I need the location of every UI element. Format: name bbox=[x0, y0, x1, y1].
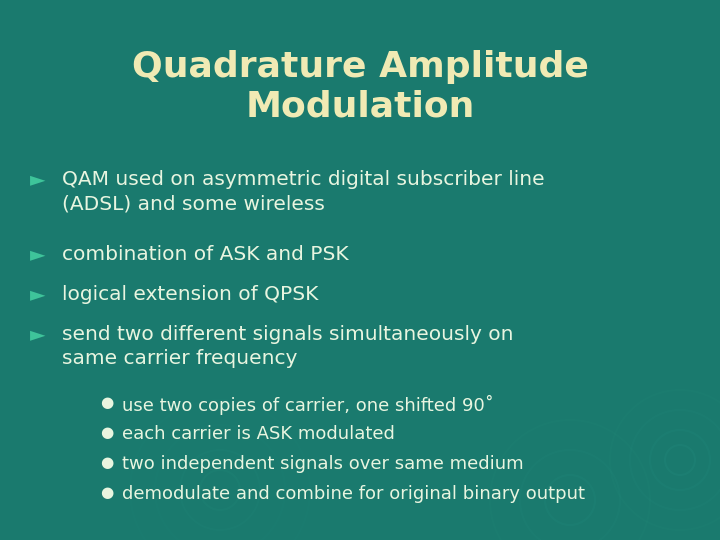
Text: send two different signals simultaneously on
same carrier frequency: send two different signals simultaneousl… bbox=[62, 325, 513, 368]
Text: ●: ● bbox=[100, 395, 113, 410]
Text: ►: ► bbox=[30, 325, 45, 344]
Text: ►: ► bbox=[30, 285, 45, 304]
Text: each carrier is ASK modulated: each carrier is ASK modulated bbox=[122, 425, 395, 443]
Text: ►: ► bbox=[30, 245, 45, 264]
Text: ►: ► bbox=[30, 170, 45, 189]
Text: two independent signals over same medium: two independent signals over same medium bbox=[122, 455, 523, 473]
Text: use two copies of carrier, one shifted 90˚: use two copies of carrier, one shifted 9… bbox=[122, 395, 494, 415]
Text: QAM used on asymmetric digital subscriber line
(ADSL) and some wireless: QAM used on asymmetric digital subscribe… bbox=[62, 170, 544, 213]
Text: ●: ● bbox=[100, 485, 113, 500]
Text: combination of ASK and PSK: combination of ASK and PSK bbox=[62, 245, 348, 264]
Text: logical extension of QPSK: logical extension of QPSK bbox=[62, 285, 318, 304]
Text: ●: ● bbox=[100, 425, 113, 440]
Text: Quadrature Amplitude
Modulation: Quadrature Amplitude Modulation bbox=[132, 50, 588, 124]
Text: ●: ● bbox=[100, 455, 113, 470]
Text: demodulate and combine for original binary output: demodulate and combine for original bina… bbox=[122, 485, 585, 503]
